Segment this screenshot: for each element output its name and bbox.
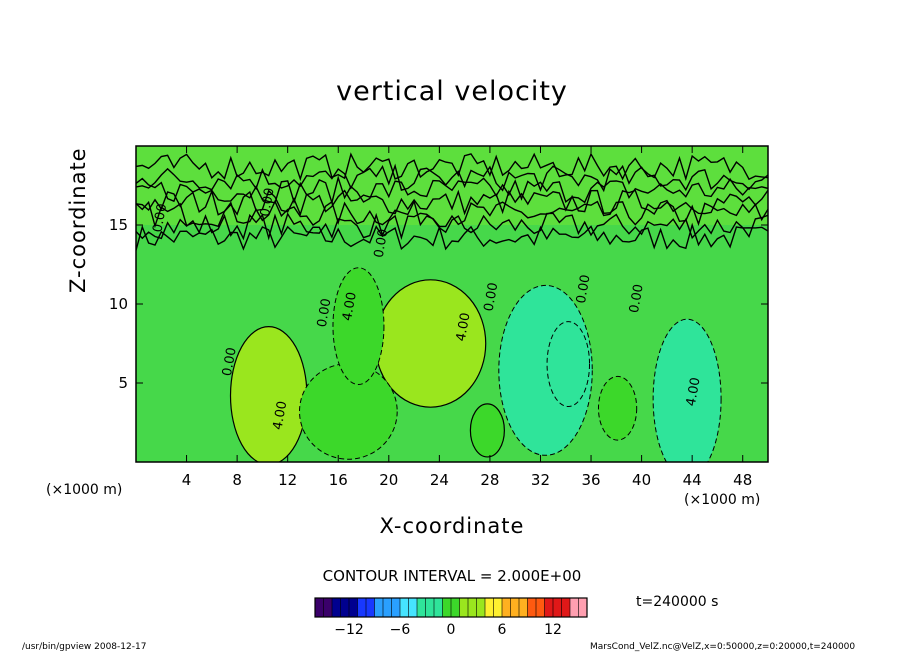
x-tick-label: 4	[182, 471, 192, 489]
colorbar-swatch	[340, 598, 350, 617]
contour-label: 0.00	[372, 228, 392, 259]
x-axis-unit-left: (×1000 m)	[46, 482, 123, 498]
colorbar-swatch	[366, 598, 375, 617]
velocity-cell	[469, 403, 505, 458]
colorbar-swatch	[553, 598, 562, 617]
colorbar-swatch	[315, 598, 324, 617]
colorbar-tick-label: −6	[390, 622, 411, 638]
colorbar-swatch	[476, 598, 486, 617]
y-tick-label: 15	[109, 216, 128, 234]
colorbar-swatch	[493, 598, 503, 617]
velocity-cell	[229, 326, 308, 462]
x-tick-label: 24	[430, 471, 449, 489]
contour-label: 4.00	[684, 376, 704, 407]
chart-title: vertical velocity	[336, 76, 568, 107]
footer-left-text: /usr/bin/gpview 2008-12-17	[22, 642, 147, 652]
velocity-cell	[374, 279, 487, 408]
x-tick-label: 40	[632, 471, 651, 489]
x-tick-label: 12	[278, 471, 297, 489]
velocity-cell	[597, 375, 638, 441]
contour-label: 4.00	[454, 311, 474, 342]
contour-level	[546, 321, 591, 408]
colorbar-swatch	[459, 598, 469, 617]
contour-level	[597, 375, 638, 441]
colorbar-swatch	[510, 598, 520, 617]
contour-label: 0.00	[150, 202, 170, 233]
turbulence-line	[136, 152, 768, 182]
colorbar-swatch	[519, 598, 528, 617]
x-axis-unit-right: (×1000 m)	[684, 492, 761, 508]
colorbar-swatch	[451, 598, 460, 617]
colorbar-swatch	[323, 598, 333, 617]
contour-interval-text: CONTOUR INTERVAL = 2.000E+00	[322, 567, 582, 585]
x-tick-label: 16	[329, 471, 348, 489]
turbulence-line	[136, 212, 768, 241]
colorbar-tick-label: 0	[447, 622, 456, 638]
contour-level	[652, 318, 722, 462]
colorbar-tick-label: 12	[544, 622, 562, 638]
footer-right-text: MarsCond_VelZ.nc@VelZ,x=0:50000,z=0:2000…	[590, 642, 856, 652]
x-tick-label: 28	[480, 471, 499, 489]
colorbar-swatch	[468, 598, 477, 617]
y-tick-label: 10	[109, 295, 128, 313]
turbulence-contours	[136, 152, 768, 251]
colorbar-tick-label: 6	[498, 622, 507, 638]
colorbar-swatch	[434, 598, 443, 617]
x-tick-label: 20	[379, 471, 398, 489]
velocity-cell	[546, 321, 591, 408]
colorbar-swatch	[417, 598, 426, 617]
colorbar-swatch	[502, 598, 511, 617]
colorbar-swatch	[527, 598, 537, 617]
colorbar-swatch	[332, 598, 341, 617]
contour-level	[332, 267, 385, 386]
colorbar-frame	[314, 597, 588, 618]
contour-level	[374, 279, 487, 408]
velocity-cell	[652, 318, 722, 462]
contour-label: 4.00	[271, 400, 291, 431]
contour-label: 0.00	[574, 274, 594, 305]
colorbar-swatch	[349, 598, 358, 617]
colorbar-swatch	[578, 598, 588, 617]
turbulence-line	[136, 222, 768, 251]
turbulence-line	[136, 189, 768, 217]
colorbar-swatch	[570, 598, 579, 617]
colorbar-swatch	[442, 598, 452, 617]
colorbar-swatch	[357, 598, 367, 617]
contour-label: 0.00	[482, 281, 502, 312]
turbulence-line	[136, 163, 768, 193]
y-tick-label: 5	[118, 374, 128, 392]
velocity-cell	[332, 267, 385, 386]
time-label: t=240000 s	[636, 594, 719, 610]
colorbar-swatch	[391, 598, 401, 617]
contour-level	[469, 403, 505, 458]
turbulence-line	[136, 199, 768, 229]
colorbar-swatch	[408, 598, 418, 617]
colorbar-swatch	[485, 598, 494, 617]
x-axis-label: X-coordinate	[379, 514, 525, 538]
contour-label: 0.00	[627, 283, 647, 314]
colorbar-swatch	[425, 598, 435, 617]
contour-label: 0.00	[315, 297, 335, 328]
contour-label: 0.00	[258, 187, 278, 218]
colorbar-swatch	[536, 598, 545, 617]
colorbar-swatch	[383, 598, 392, 617]
colorbar-tick-label: −12	[334, 622, 364, 638]
x-tick-label: 8	[232, 471, 242, 489]
colorbar-swatch	[561, 598, 571, 617]
velocity-cell	[299, 363, 398, 460]
contour-level	[229, 326, 308, 462]
colorbar-swatch	[374, 598, 384, 617]
colorbar-swatch	[544, 598, 554, 617]
colorbar-swatch	[400, 598, 409, 617]
x-tick-label: 36	[581, 471, 600, 489]
contour-label: 4.00	[340, 291, 360, 322]
contour-label: 0.00	[220, 346, 240, 377]
x-tick-label: 44	[683, 471, 702, 489]
x-tick-label: 48	[733, 471, 752, 489]
x-tick-label: 32	[531, 471, 550, 489]
